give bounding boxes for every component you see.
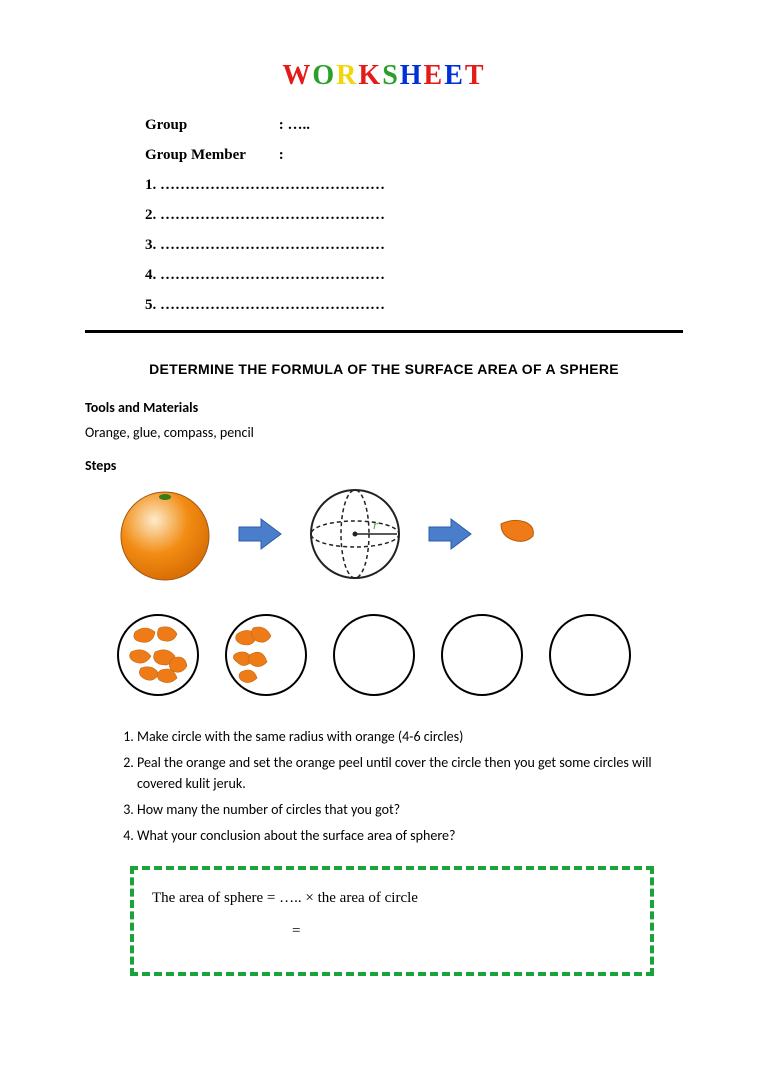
formula-box: The area of sphere = ….. × the area of c… <box>130 866 654 976</box>
group-label: Group <box>145 110 275 140</box>
arrow-icon <box>427 516 473 552</box>
member-line: 3. ……………………………………… <box>145 230 683 260</box>
member-label: Group Member <box>145 140 275 170</box>
circle-filled-icon <box>115 612 201 698</box>
orange-icon <box>115 484 215 584</box>
circle-empty-icon <box>439 612 525 698</box>
section-title: DETERMINE THE FORMULA OF THE SURFACE ARE… <box>85 361 683 377</box>
member-line: 1. ……………………………………… <box>145 170 683 200</box>
group-value: : ….. <box>279 117 310 133</box>
svg-text:r: r <box>373 517 379 532</box>
peel-piece-icon <box>495 516 541 552</box>
member-line: 5. ……………………………………… <box>145 290 683 320</box>
sphere-icon: r <box>305 484 405 584</box>
diagram-row-2 <box>115 612 683 698</box>
worksheet-title: WORKSHEET <box>85 60 683 92</box>
step-item: How many the number of circles that you … <box>137 799 683 821</box>
header-block: Group : ….. Group Member : 1. …………………………… <box>85 110 683 320</box>
formula-line-2: = <box>152 915 632 948</box>
member-colon: : <box>279 147 284 163</box>
step-item: Peal the orange and set the orange peel … <box>137 752 683 795</box>
circle-empty-icon <box>547 612 633 698</box>
step-item: What your conclusion about the surface a… <box>137 825 683 847</box>
steps-list: Make circle with the same radius with or… <box>85 726 683 846</box>
circle-empty-icon <box>331 612 417 698</box>
tools-heading: Tools and Materials <box>85 399 683 416</box>
circle-partial-icon <box>223 612 309 698</box>
diagram-row-1: r <box>115 484 683 584</box>
tools-text: Orange, glue, compass, pencil <box>85 424 683 441</box>
steps-heading: Steps <box>85 457 683 474</box>
step-item: Make circle with the same radius with or… <box>137 726 683 748</box>
arrow-icon <box>237 516 283 552</box>
member-line: 2. ……………………………………… <box>145 200 683 230</box>
divider <box>85 330 683 333</box>
formula-line-1: The area of sphere = ….. × the area of c… <box>152 882 632 915</box>
member-line: 4. ……………………………………… <box>145 260 683 290</box>
